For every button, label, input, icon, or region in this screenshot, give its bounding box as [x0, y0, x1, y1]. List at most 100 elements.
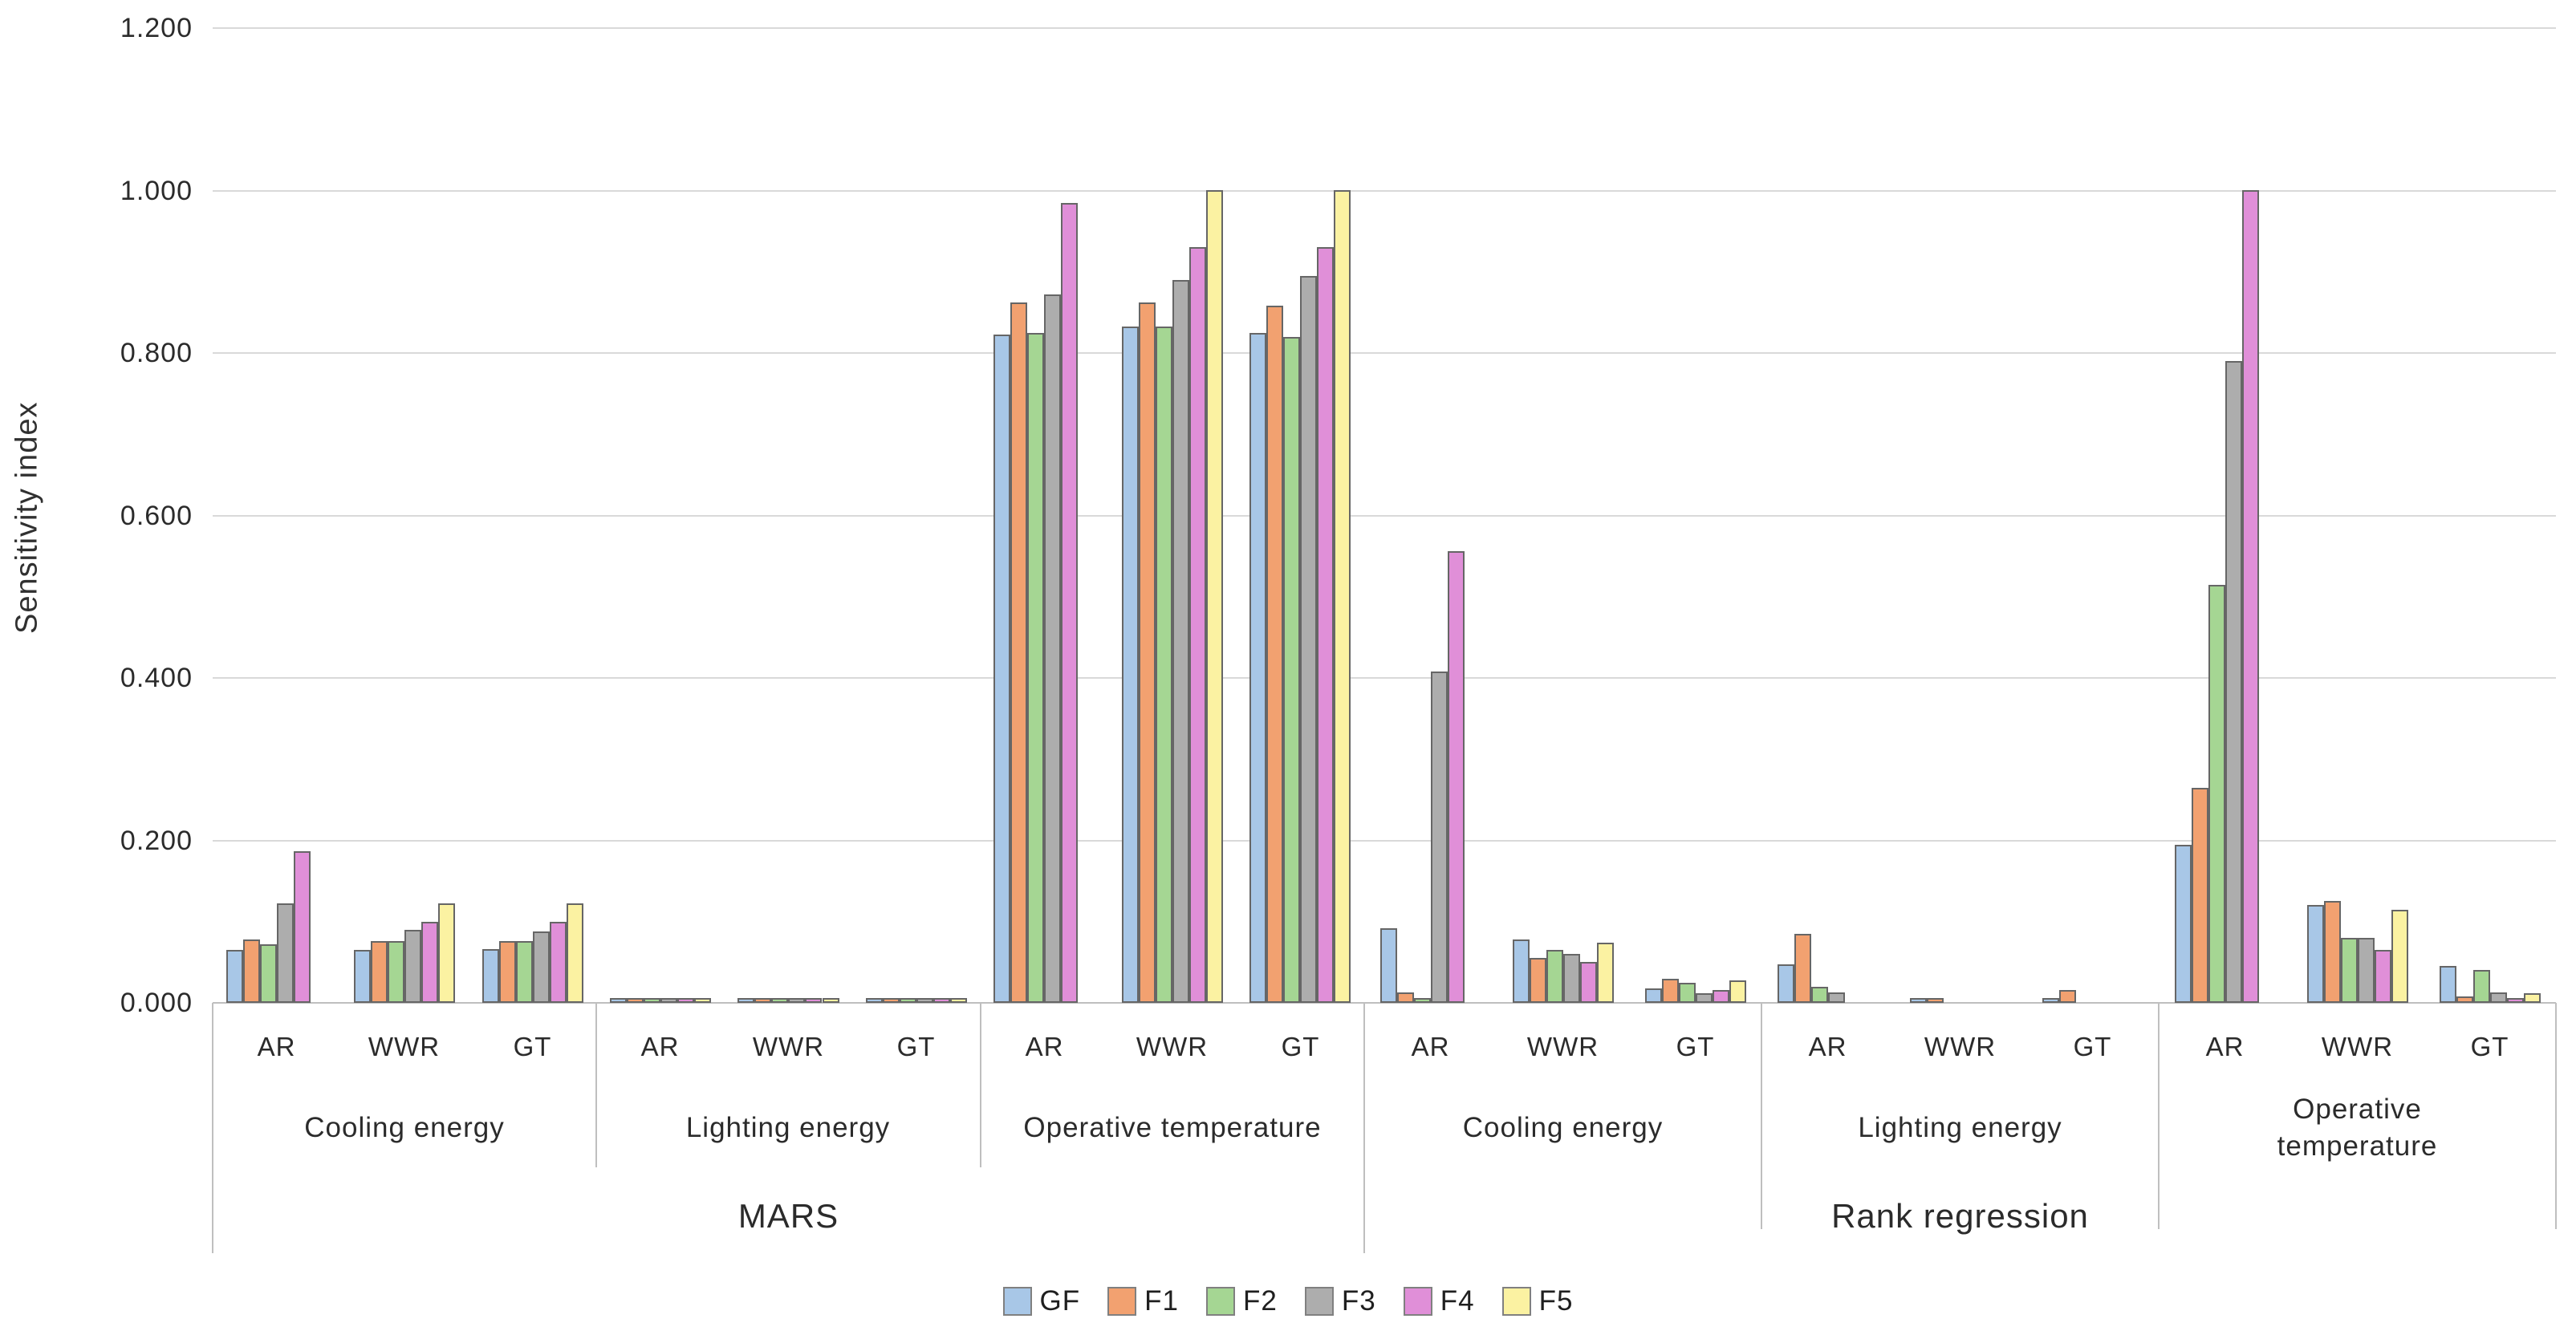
- GF-bar: [1122, 327, 1139, 1003]
- group-label: GT: [513, 1032, 552, 1061]
- GF-bar: [1645, 988, 1662, 1003]
- legend-item: F3: [1304, 1285, 1376, 1317]
- F3-bar: [788, 998, 805, 1003]
- section-label-line: temperature: [2277, 1130, 2438, 1162]
- legend: GF F1 F2 F3 F4 F5: [0, 1277, 2576, 1325]
- y-tick-label: 0.200: [120, 826, 193, 856]
- GF-bar: [1380, 928, 1397, 1003]
- F1-bar: [883, 998, 900, 1003]
- gridline: [213, 27, 2556, 29]
- section-label: Lighting energy: [1761, 1085, 2159, 1171]
- F2-bar: [1283, 337, 1300, 1003]
- F2-bar: [516, 941, 533, 1003]
- F2-bar: [1156, 327, 1172, 1003]
- legend-item: F5: [1501, 1285, 1574, 1317]
- section-label: Operative temperature: [2159, 1085, 2556, 1171]
- gridline: [213, 190, 2556, 192]
- F2-bar: [1811, 987, 1828, 1003]
- GF-bar: [610, 998, 627, 1003]
- F2-bar: [644, 998, 660, 1003]
- f5-legend-swatch-icon: [1501, 1287, 1531, 1316]
- section-label-line: Operative temperature: [1023, 1112, 1322, 1143]
- method-label: Rank regression: [1831, 1197, 2089, 1235]
- F3-bar: [1172, 280, 1189, 1003]
- F1-bar: [2059, 990, 2076, 1003]
- F4-bar: [2507, 998, 2524, 1003]
- F1-bar: [1266, 306, 1283, 1003]
- F4-bar: [1713, 990, 1729, 1003]
- F5-bar: [1206, 190, 1223, 1003]
- GF-bar: [354, 950, 371, 1003]
- F1-bar: [499, 941, 516, 1003]
- F4-bar: [550, 922, 567, 1003]
- legend-item: F1: [1107, 1285, 1179, 1317]
- y-tick-label: 0.600: [120, 501, 193, 531]
- F1-bar: [754, 998, 771, 1003]
- F4-bar: [933, 998, 950, 1003]
- F3-bar: [916, 998, 933, 1003]
- group-label: AR: [257, 1032, 296, 1061]
- F4-bar: [2375, 950, 2391, 1003]
- F1-bar: [1010, 302, 1027, 1003]
- y-tick-label: 0.400: [120, 663, 193, 693]
- section-label-line: Lighting energy: [1858, 1112, 2062, 1143]
- GF-bar: [482, 949, 499, 1003]
- F4-bar: [1189, 247, 1206, 1003]
- F1-bar: [627, 998, 644, 1003]
- F4-bar: [1580, 962, 1597, 1003]
- gridline: [213, 677, 2556, 679]
- group-label: WWR: [368, 1032, 441, 1061]
- F2-bar: [1679, 983, 1696, 1003]
- F1-bar: [2192, 788, 2208, 1003]
- F1-bar: [2456, 996, 2473, 1003]
- legend-label: F4: [1440, 1285, 1475, 1317]
- F1-bar: [1794, 934, 1811, 1003]
- F2-bar: [388, 941, 404, 1003]
- F3-bar: [1563, 954, 1580, 1003]
- group-label: GT: [896, 1032, 936, 1061]
- group-label: AR: [1025, 1032, 1064, 1061]
- F2-bar: [1414, 998, 1431, 1003]
- gridline: [213, 840, 2556, 842]
- group-label: AR: [1808, 1032, 1847, 1061]
- F5-bar: [1334, 190, 1351, 1003]
- F5-bar: [1597, 943, 1614, 1003]
- group-label: GT: [2470, 1032, 2509, 1061]
- group-label: WWR: [1526, 1032, 1599, 1061]
- x-axis-line: [213, 1002, 2556, 1004]
- GF-bar: [993, 335, 1010, 1003]
- GF-bar: [2307, 905, 2324, 1003]
- legend-label: GF: [1039, 1285, 1081, 1317]
- F1-bar: [1530, 958, 1546, 1003]
- gridline: [213, 352, 2556, 354]
- GF-bar: [226, 950, 243, 1003]
- F1-bar: [2324, 901, 2341, 1003]
- legend-item: F2: [1206, 1285, 1278, 1317]
- F3-bar: [1431, 672, 1448, 1003]
- group-label: AR: [640, 1032, 680, 1061]
- F2-bar: [900, 998, 916, 1003]
- legend-item: GF: [1002, 1285, 1081, 1317]
- GF-bar: [866, 998, 883, 1003]
- F5-bar: [438, 903, 455, 1003]
- category-divider: [212, 1003, 213, 1253]
- F3-bar: [2490, 992, 2507, 1003]
- F1-bar: [1662, 979, 1679, 1003]
- F4-bar: [2242, 190, 2259, 1003]
- GF-bar: [1778, 964, 1794, 1003]
- F1-bar: [371, 941, 388, 1003]
- y-tick-label: 0.800: [120, 338, 193, 368]
- section-divider: [1761, 1003, 1762, 1229]
- gf-legend-swatch-icon: [1002, 1287, 1032, 1316]
- legend-label: F5: [1538, 1285, 1574, 1317]
- F2-bar: [1546, 950, 1563, 1003]
- category-divider: [1363, 1003, 1365, 1253]
- gridline: [213, 515, 2556, 517]
- legend-label: F1: [1144, 1285, 1180, 1317]
- section-label: Cooling energy: [213, 1085, 596, 1171]
- F5-bar: [823, 998, 839, 1003]
- F3-bar: [1696, 993, 1713, 1003]
- section-label-line: Cooling energy: [1462, 1112, 1664, 1143]
- F2-bar: [260, 944, 277, 1003]
- F4-bar: [805, 998, 822, 1003]
